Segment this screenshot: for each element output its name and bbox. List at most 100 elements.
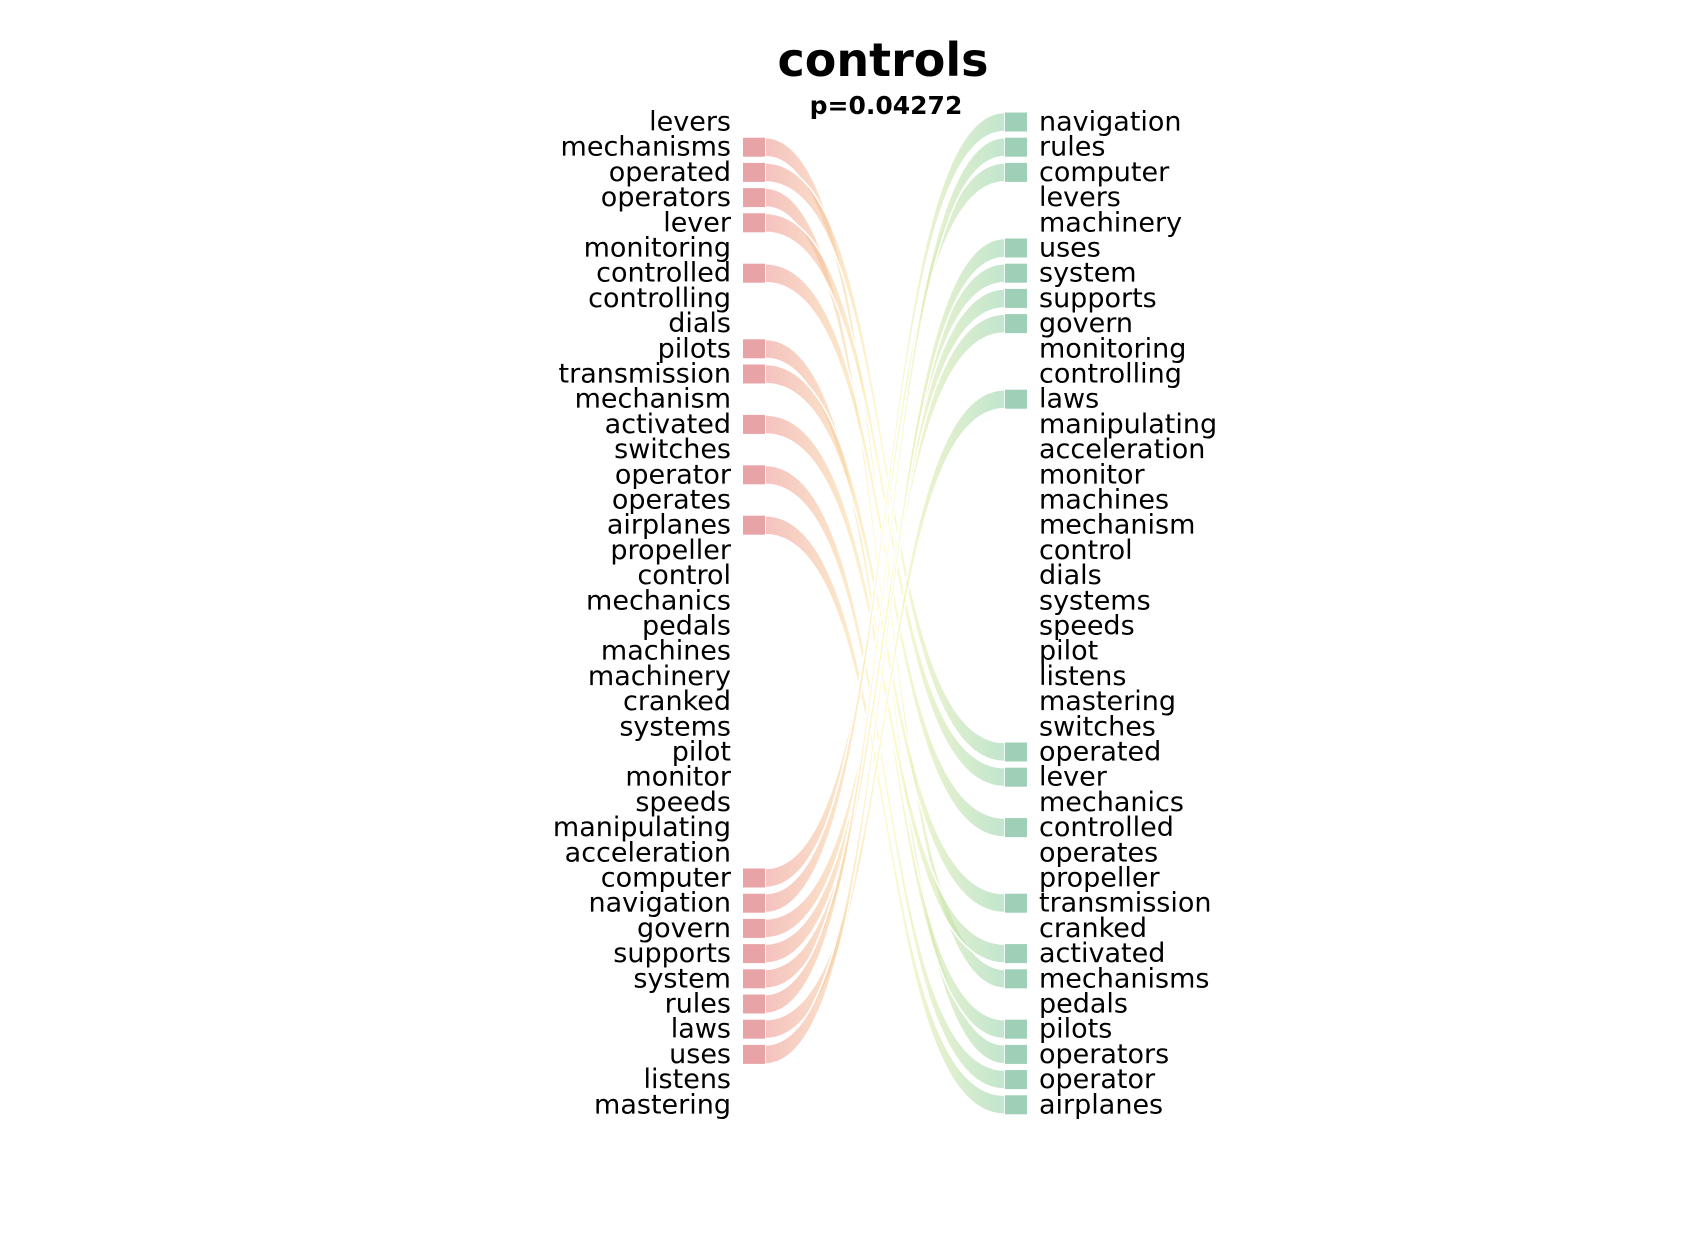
- left-bar-system: [743, 969, 765, 989]
- right-label: pedals: [1039, 989, 1128, 1020]
- right-label: controlling: [1039, 359, 1182, 390]
- right-bar-pilots: [1005, 1019, 1027, 1039]
- left-bar-navigation: [743, 893, 765, 913]
- left-bar-rules: [743, 994, 765, 1014]
- left-label: speeds: [635, 787, 731, 818]
- right-label: uses: [1039, 233, 1101, 264]
- right-bar-uses: [1005, 238, 1027, 258]
- right-label: mechanics: [1039, 787, 1184, 818]
- right-label: operated: [1039, 737, 1161, 768]
- left-bar-computer: [743, 868, 765, 888]
- right-label: switches: [1039, 711, 1156, 742]
- left-bar-lever: [743, 213, 765, 233]
- left-bar-pilots: [743, 339, 765, 359]
- right-label: mechanisms: [1039, 963, 1209, 994]
- right-bar-govern: [1005, 314, 1027, 334]
- left-label: pilot: [672, 737, 731, 768]
- right-label: supports: [1039, 283, 1157, 314]
- right-bar-operator: [1005, 1070, 1027, 1090]
- right-label: systems: [1039, 585, 1151, 616]
- right-label: propeller: [1039, 863, 1161, 894]
- right-label: listens: [1039, 661, 1126, 692]
- right-label: system: [1039, 258, 1137, 289]
- right-label: lever: [1039, 762, 1108, 793]
- right-label: operates: [1039, 837, 1158, 868]
- right-bar-rules: [1005, 137, 1027, 157]
- right-label: navigation: [1039, 107, 1182, 138]
- right-bar-operated: [1005, 742, 1027, 762]
- left-bar-transmission: [743, 364, 765, 384]
- left-label: controlling: [588, 283, 731, 314]
- right-label: speeds: [1039, 611, 1135, 642]
- right-label: cranked: [1039, 913, 1147, 944]
- right-label: controlled: [1039, 812, 1174, 843]
- left-label: govern: [637, 913, 731, 944]
- right-bar-controlled: [1005, 818, 1027, 838]
- left-label: computer: [601, 863, 732, 894]
- left-label: airplanes: [607, 510, 731, 541]
- left-bar-uses: [743, 1044, 765, 1064]
- left-bar-govern: [743, 918, 765, 938]
- left-label: monitor: [625, 762, 732, 793]
- right-bar-transmission: [1005, 893, 1027, 913]
- left-label: activated: [605, 409, 731, 440]
- flow-operated: [764, 162, 1006, 763]
- chart-subtitle: p=0.04272: [810, 91, 963, 120]
- left-label: pedals: [642, 611, 731, 642]
- right-bar-activated: [1005, 944, 1027, 964]
- left-label: system: [633, 963, 731, 994]
- bars: [743, 112, 1027, 1115]
- right-label: control: [1039, 535, 1133, 566]
- right-label: operator: [1039, 1064, 1156, 1095]
- flows: [764, 111, 1006, 1116]
- right-label: activated: [1039, 938, 1165, 969]
- left-label: monitoring: [584, 233, 731, 264]
- right-bar-lever: [1005, 767, 1027, 787]
- right-bar-system: [1005, 263, 1027, 283]
- left-label: systems: [619, 711, 731, 742]
- right-label: govern: [1039, 308, 1133, 339]
- left-label: supports: [613, 938, 731, 969]
- right-label: pilots: [1039, 1014, 1112, 1045]
- left-bar-controlled: [743, 263, 765, 283]
- left-label: propeller: [610, 535, 732, 566]
- left-label: operates: [612, 485, 731, 516]
- left-label: mechanics: [586, 585, 731, 616]
- right-bar-supports: [1005, 288, 1027, 308]
- left-label: acceleration: [565, 837, 731, 868]
- left-label: operators: [601, 182, 731, 213]
- left-bar-airplanes: [743, 515, 765, 535]
- left-bar-mechanisms: [743, 137, 765, 157]
- right-label: rules: [1039, 132, 1105, 163]
- left-label: operated: [609, 157, 731, 188]
- left-label: rules: [665, 989, 731, 1020]
- left-bar-laws: [743, 1019, 765, 1039]
- right-bar-operators: [1005, 1044, 1027, 1064]
- left-bar-activated: [743, 414, 765, 434]
- right-label: levers: [1039, 182, 1121, 213]
- left-label: mastering: [594, 1089, 731, 1120]
- left-label: listens: [644, 1064, 731, 1095]
- left-label: manipulating: [553, 812, 731, 843]
- left-label: machines: [601, 636, 731, 667]
- right-bar-mechanisms: [1005, 969, 1027, 989]
- left-label: machinery: [588, 661, 731, 692]
- right-label: mastering: [1039, 686, 1176, 717]
- left-bar-operator: [743, 465, 765, 485]
- right-bar-laws: [1005, 389, 1027, 409]
- left-label: transmission: [559, 359, 731, 390]
- right-labels: navigationrulescomputerleversmachineryus…: [1039, 107, 1217, 1121]
- left-label: dials: [668, 308, 731, 339]
- left-label: control: [637, 560, 731, 591]
- chart-title: controls: [777, 33, 988, 87]
- right-label: operators: [1039, 1039, 1169, 1070]
- left-labels: leversmechanismsoperatedoperatorslevermo…: [553, 107, 732, 1121]
- right-label: monitoring: [1039, 333, 1186, 364]
- right-label: laws: [1039, 384, 1099, 415]
- left-label: levers: [649, 107, 731, 138]
- right-bar-navigation: [1005, 112, 1027, 132]
- left-label: lever: [663, 207, 732, 238]
- right-label: airplanes: [1039, 1089, 1163, 1120]
- left-bar-supports: [743, 944, 765, 964]
- right-label: computer: [1039, 157, 1170, 188]
